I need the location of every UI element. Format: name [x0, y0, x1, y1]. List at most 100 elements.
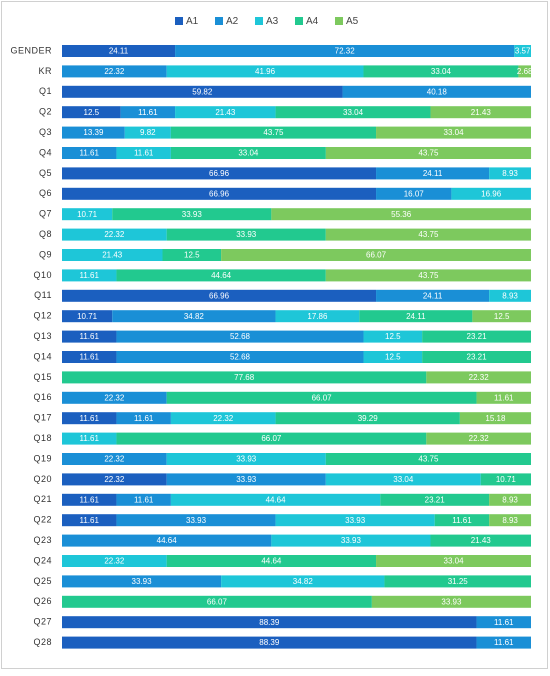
bar-segment — [376, 167, 490, 180]
value-label: 66.07 — [312, 393, 333, 402]
y-tick-label: Q12 — [33, 311, 52, 321]
y-tick-label: Q19 — [33, 453, 52, 463]
value-label: 66.07 — [261, 434, 282, 443]
y-tick-label: Q16 — [33, 392, 52, 402]
value-label: 22.32 — [104, 475, 125, 484]
bar-segment — [476, 616, 531, 629]
bar-segment — [62, 575, 222, 588]
bar-segment — [116, 412, 171, 425]
bar-segment — [62, 249, 163, 261]
bar-segment — [62, 514, 117, 527]
value-label: 33.93 — [236, 455, 257, 464]
bar-segment — [62, 106, 121, 119]
legend-label: A5 — [346, 16, 359, 27]
y-tick-label: Q25 — [33, 576, 52, 586]
bar-segment — [275, 514, 435, 527]
value-label: 33.04 — [343, 108, 364, 117]
value-label: 12.5 — [494, 312, 510, 321]
bar-segment — [376, 289, 490, 302]
bar-segment — [489, 289, 531, 302]
value-label: 66.96 — [209, 189, 230, 198]
bar-segment — [426, 371, 531, 384]
bar-segment — [434, 514, 490, 527]
value-label: 10.71 — [77, 312, 98, 321]
bar-segment — [162, 249, 222, 261]
bar-segment — [166, 473, 326, 486]
y-tick-label: Q21 — [33, 494, 52, 504]
bar-segment — [170, 412, 276, 425]
value-label: 22.32 — [213, 414, 234, 423]
value-label: 88.39 — [259, 638, 280, 647]
bar-segment — [426, 432, 531, 445]
bar-segment — [476, 636, 531, 649]
value-label: 23.21 — [467, 332, 488, 341]
bar-segment — [62, 595, 372, 608]
bar-segment — [166, 453, 326, 465]
value-label: 33.93 — [132, 577, 153, 586]
value-label: 52.68 — [230, 353, 251, 362]
value-label: 40.18 — [427, 87, 448, 96]
value-label: 22.32 — [104, 67, 125, 76]
value-label: 21.43 — [471, 108, 492, 117]
bar-segment — [62, 45, 176, 57]
y-tick-label: Q14 — [33, 351, 52, 361]
value-label: 11.61 — [134, 149, 154, 158]
value-label: 22.32 — [469, 434, 490, 443]
value-label: 21.43 — [102, 251, 123, 260]
value-label: 11.61 — [494, 618, 514, 627]
bar-segment — [376, 555, 531, 567]
bar-segment — [518, 65, 531, 78]
value-label: 24.11 — [406, 312, 426, 321]
value-label: 12.5 — [385, 332, 401, 341]
value-label: 8.93 — [502, 516, 518, 525]
value-label: 33.93 — [236, 230, 257, 239]
value-label: 72.32 — [335, 47, 356, 56]
bar-segment — [62, 473, 167, 486]
y-tick-label: Q6 — [39, 188, 52, 198]
value-label: 34.82 — [184, 312, 205, 321]
bar-segment — [221, 575, 385, 588]
value-label: 33.04 — [431, 67, 452, 76]
bar-segment — [359, 310, 473, 323]
bar-segment — [489, 514, 532, 527]
bar-segment — [62, 555, 167, 567]
bar-segment — [166, 555, 377, 567]
legend-swatch — [215, 17, 223, 25]
bar-segment — [380, 493, 490, 506]
bar-segment — [62, 310, 113, 323]
legend-label: A2 — [226, 16, 239, 27]
value-label: 8.93 — [502, 495, 518, 504]
bar-segment — [175, 106, 276, 119]
value-label: 11.61 — [138, 108, 158, 117]
value-label: 43.75 — [418, 230, 439, 239]
bar-segment — [62, 85, 343, 98]
value-label: 52.68 — [230, 332, 251, 341]
value-label: 10.71 — [496, 475, 517, 484]
bar-segment — [430, 106, 532, 119]
value-label: 55.36 — [391, 210, 412, 219]
bar-segment — [62, 453, 167, 465]
value-label: 66.07 — [207, 597, 228, 606]
bar-segment — [116, 147, 171, 159]
value-label: 22.32 — [104, 455, 125, 464]
y-tick-label: Q5 — [39, 168, 52, 178]
y-tick-label: Q10 — [33, 270, 52, 280]
bar-segment — [451, 187, 531, 200]
bar-segment — [480, 473, 531, 486]
y-tick-label: Q4 — [39, 147, 52, 157]
value-label: 43.75 — [418, 149, 439, 158]
value-label: 2.68 — [517, 67, 533, 76]
y-tick-label: Q24 — [33, 555, 52, 565]
value-label: 77.68 — [234, 373, 255, 382]
bar-segment — [170, 147, 326, 159]
y-tick-label: Q22 — [33, 515, 52, 525]
value-label: 33.04 — [444, 557, 465, 566]
value-label: 66.07 — [366, 251, 387, 260]
value-label: 11.61 — [80, 516, 100, 525]
bar-segment — [62, 126, 125, 139]
bar-segment — [116, 351, 364, 363]
value-label: 21.43 — [471, 536, 492, 545]
bar-segment — [342, 85, 531, 98]
bar-segment — [384, 575, 531, 588]
value-label: 43.75 — [418, 455, 439, 464]
